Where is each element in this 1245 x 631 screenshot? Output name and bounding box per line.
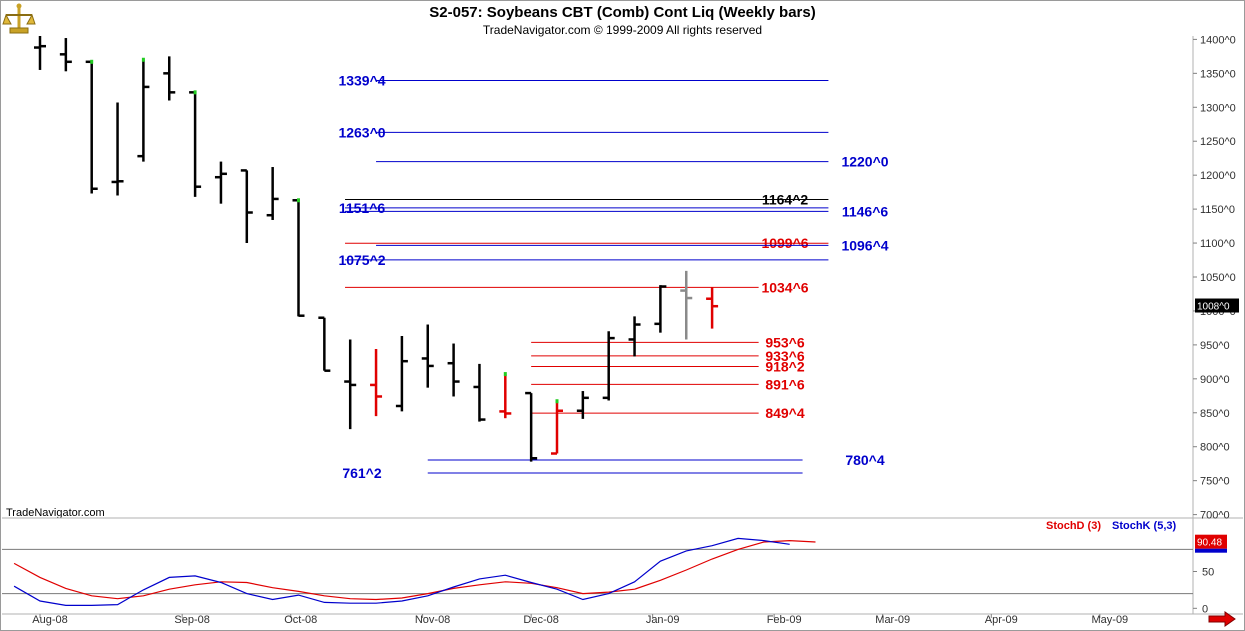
- level-label: 849^4: [765, 405, 805, 421]
- y-tick-label: 1350^0: [1200, 68, 1236, 80]
- last-price-label: 1008^0: [1197, 302, 1230, 313]
- signal-mark: [555, 399, 559, 404]
- y-tick-label: 800^0: [1200, 442, 1230, 454]
- y-tick-label: 1400^0: [1200, 34, 1236, 46]
- x-tick-label: Oct-08: [284, 614, 317, 626]
- stoch-k-legend: StochK (5,3): [1112, 520, 1177, 532]
- stoch-y-tick-label: 0: [1202, 603, 1208, 615]
- signal-mark: [193, 90, 197, 95]
- x-tick-label: Nov-08: [415, 614, 450, 626]
- x-tick-label: May-09: [1092, 614, 1129, 626]
- level-label: 918^2: [765, 358, 805, 374]
- level-label: 1339^4: [338, 72, 385, 88]
- x-tick-label: Dec-08: [523, 614, 558, 626]
- copyright-subtitle: TradeNavigator.com © 1999-2009 All right…: [482, 23, 763, 37]
- x-tick-label: Jan-09: [646, 614, 680, 626]
- chart-title: S2-057: Soybeans CBT (Comb) Cont Liq (We…: [429, 4, 816, 21]
- signal-mark: [90, 59, 94, 64]
- stoch-d-line: [13, 539, 816, 601]
- level-label: 1164^2: [762, 191, 809, 207]
- level-label: 780^4: [845, 452, 885, 468]
- level-label: 933^6: [765, 348, 805, 364]
- y-tick-label: 1050^0: [1200, 272, 1236, 284]
- stoch-y-tick-label: 50: [1202, 567, 1214, 579]
- bars-layer: [34, 36, 719, 462]
- signal-mark: [141, 57, 145, 62]
- stoch-value-tag: [1195, 534, 1227, 549]
- level-label: 1146^6: [842, 203, 889, 219]
- watermark-text: TradeNavigator.com: [6, 507, 105, 519]
- y-tick-label: 850^0: [1200, 408, 1230, 420]
- trade-navigator-logo-icon: [2, 3, 36, 34]
- scroll-right-arrow-icon[interactable]: [1207, 611, 1237, 627]
- grid-layer: [2, 36, 1243, 615]
- stoch-value-label: 90.48: [1197, 538, 1222, 549]
- y-tick-label: 700^0: [1200, 510, 1230, 522]
- y-tick-label: 1100^0: [1200, 238, 1235, 250]
- level-label: 1034^6: [761, 279, 808, 295]
- y-tick-label: 950^0: [1200, 340, 1230, 352]
- level-label: 761^2: [342, 465, 382, 481]
- level-label: 1151^6: [339, 200, 386, 216]
- y-tick-label: 1300^0: [1200, 102, 1236, 114]
- stochastic-layer: 50 0 90.48: [2, 534, 1227, 615]
- x-tick-label: Feb-09: [767, 614, 802, 626]
- levels-layer: 1339^4 1263^0 1220^0 1164^2 1151^6 1146^6 1099…: [338, 72, 888, 481]
- level-label: 1099^6: [761, 235, 808, 251]
- level-label: 1263^0: [338, 124, 385, 140]
- level-label: 1096^4: [841, 237, 888, 253]
- y-tick-label: 1150^0: [1200, 204, 1235, 216]
- x-tick-label: Mar-09: [875, 614, 910, 626]
- level-label: 1220^0: [841, 154, 888, 170]
- stoch-k-value-tag: [1195, 548, 1227, 553]
- stoch-d-legend: StochD (3): [1046, 520, 1101, 532]
- level-label: 953^6: [765, 334, 805, 350]
- x-tick-label: Sep-08: [174, 614, 209, 626]
- x-tick-label: Aug-08: [32, 614, 67, 626]
- axis-layer: 1400^0 1350^0 1300^0 1250^0 1200^0 1150^0 1100…: [32, 34, 1239, 626]
- last-price-tag: [1195, 298, 1239, 313]
- y-tick-label: 900^0: [1200, 374, 1230, 386]
- x-tick-label: Apr-09: [985, 614, 1018, 626]
- level-label: 1075^2: [338, 252, 385, 268]
- y-tick-label: 750^0: [1200, 476, 1230, 488]
- signal-mark: [297, 198, 300, 203]
- stoch-k-line: [13, 537, 790, 607]
- level-label: 891^6: [765, 376, 805, 392]
- y-tick-label: 1200^0: [1200, 170, 1236, 182]
- y-tick-label: 1250^0: [1200, 136, 1236, 148]
- signal-mark: [503, 372, 507, 377]
